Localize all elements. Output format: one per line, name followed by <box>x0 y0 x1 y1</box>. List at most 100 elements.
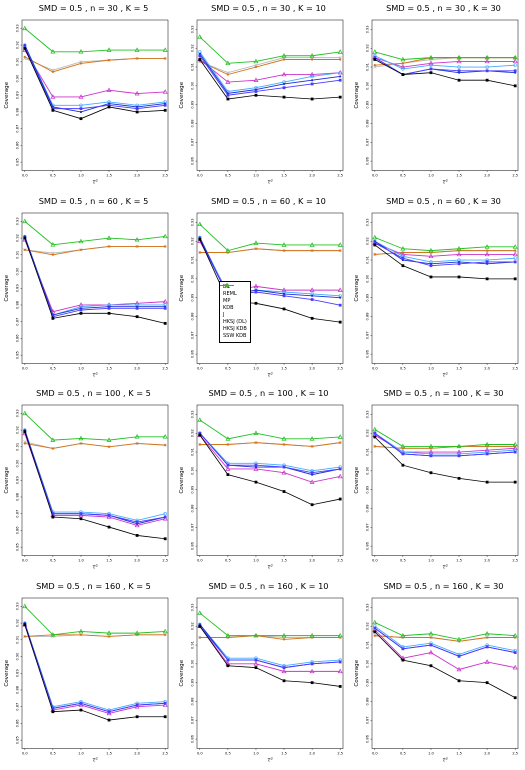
y-tick-label: 0.88 <box>191 504 195 513</box>
data-point <box>429 67 433 71</box>
plot-frame <box>196 212 344 364</box>
data-point <box>282 249 286 252</box>
y-tick-label: 0.93 <box>191 25 195 33</box>
data-point <box>254 658 258 661</box>
chart-panel: SMD = 0.5 , n = 60 , K = 30 0.86 0.87 0.88 0… <box>350 193 525 386</box>
data-point <box>428 449 434 454</box>
data-point <box>281 668 287 673</box>
x-tick-label: 1.0 <box>428 559 434 563</box>
x-tick-label: 0.5 <box>400 174 406 178</box>
legend-label: REML <box>223 291 237 297</box>
chart-title: SMD = 0.5 , n = 60 , K = 5 <box>39 196 149 206</box>
chart-title: SMD = 0.5 , n = 30 , K = 10 <box>211 3 326 13</box>
data-point <box>254 290 258 293</box>
data-point <box>198 433 202 437</box>
data-point <box>310 680 314 684</box>
data-point <box>338 660 342 663</box>
data-point <box>429 643 433 646</box>
data-point <box>338 497 342 501</box>
data-point <box>428 630 434 635</box>
x-tick-label: 2.5 <box>337 559 343 563</box>
y-tick-label: 0.92 <box>191 237 195 245</box>
data-point <box>401 463 405 467</box>
data-point <box>106 87 112 92</box>
series-ssw-kdb <box>372 426 518 449</box>
data-point <box>51 108 55 112</box>
data-point <box>226 97 230 101</box>
data-point <box>198 624 202 628</box>
data-point <box>373 56 377 60</box>
plot-frame <box>371 597 519 749</box>
y-tick-label: 0.89 <box>191 677 195 686</box>
x-axis-label: τ² <box>267 756 273 763</box>
coverage-line-chart: SMD = 0.5 , n = 30 , K = 30 0.86 0.87 0.88 0… <box>354 3 519 186</box>
data-point <box>457 78 461 82</box>
series-mp <box>373 624 517 656</box>
series-j <box>22 47 168 99</box>
series-line <box>199 55 341 96</box>
series-line <box>24 413 166 441</box>
series-line <box>199 53 341 94</box>
data-point <box>401 658 405 661</box>
series-line <box>199 419 341 440</box>
data-point <box>513 480 517 484</box>
coverage-line-chart: SMD = 0.5 , n = 60 , K = 30 0.86 0.87 0.88 0… <box>354 196 519 378</box>
data-point <box>136 442 139 445</box>
data-point <box>372 426 378 432</box>
coverage-line-chart: SMD = 0.5 , n = 160 , K = 5 0.85 0.86 0.87 0… <box>4 581 169 763</box>
series-line <box>199 623 341 666</box>
y-tick-label: 0.87 <box>191 716 195 724</box>
y-tick-label: 0.90 <box>191 466 195 475</box>
x-tick-label: 0.0 <box>22 751 28 755</box>
chart-title: SMD = 0.5 , n = 100 , K = 5 <box>36 388 151 398</box>
series-line <box>24 245 166 255</box>
y-tick-label: 0.93 <box>16 24 20 32</box>
data-point <box>338 95 342 99</box>
y-tick-label: 0.92 <box>191 429 195 437</box>
legend-label: SSW KDB <box>223 333 247 339</box>
x-axis-label: τ² <box>442 371 448 378</box>
y-tick-label: 0.92 <box>191 44 195 52</box>
series-hksj-kdb <box>23 442 167 450</box>
y-axis-label: Coverage <box>179 466 185 493</box>
data-point <box>373 58 377 61</box>
data-point <box>50 49 56 54</box>
y-tick-label: 0.88 <box>366 119 370 128</box>
y-tick-label: 0.89 <box>191 292 195 301</box>
data-point <box>373 65 377 69</box>
data-point <box>485 69 489 73</box>
data-point <box>338 70 342 75</box>
data-point <box>225 632 231 637</box>
data-point <box>135 306 139 310</box>
x-tick-label: 2.0 <box>484 174 490 178</box>
data-point <box>135 534 139 537</box>
data-point <box>512 445 518 451</box>
data-point <box>51 515 55 519</box>
data-point <box>484 58 490 64</box>
data-point <box>311 445 314 448</box>
data-point <box>282 95 286 99</box>
plot-frame <box>371 212 519 364</box>
series-line <box>374 240 516 262</box>
plot-frame <box>21 597 169 749</box>
data-point <box>373 252 376 255</box>
data-point <box>514 249 517 252</box>
chart-panel: SMD = 0.5 , n = 160 , K = 30 0.86 0.87 0.88… <box>350 578 525 770</box>
data-point <box>513 84 517 88</box>
chart-title: SMD = 0.5 , n = 60 , K = 10 <box>211 196 326 206</box>
data-point <box>485 65 489 69</box>
y-tick-label: 0.88 <box>366 696 370 705</box>
series-line <box>199 36 341 64</box>
x-tick-label: 2.0 <box>309 174 315 178</box>
data-point <box>281 436 287 441</box>
series-reml <box>23 234 167 316</box>
data-point <box>513 255 517 260</box>
x-axis-label: τ² <box>267 179 273 186</box>
series-line <box>199 59 341 83</box>
data-point <box>50 437 56 442</box>
y-tick-label: 0.90 <box>16 651 20 660</box>
x-tick-label: 0.0 <box>22 174 28 178</box>
series-line <box>199 432 341 476</box>
series-line <box>374 240 516 264</box>
data-point <box>107 445 111 448</box>
